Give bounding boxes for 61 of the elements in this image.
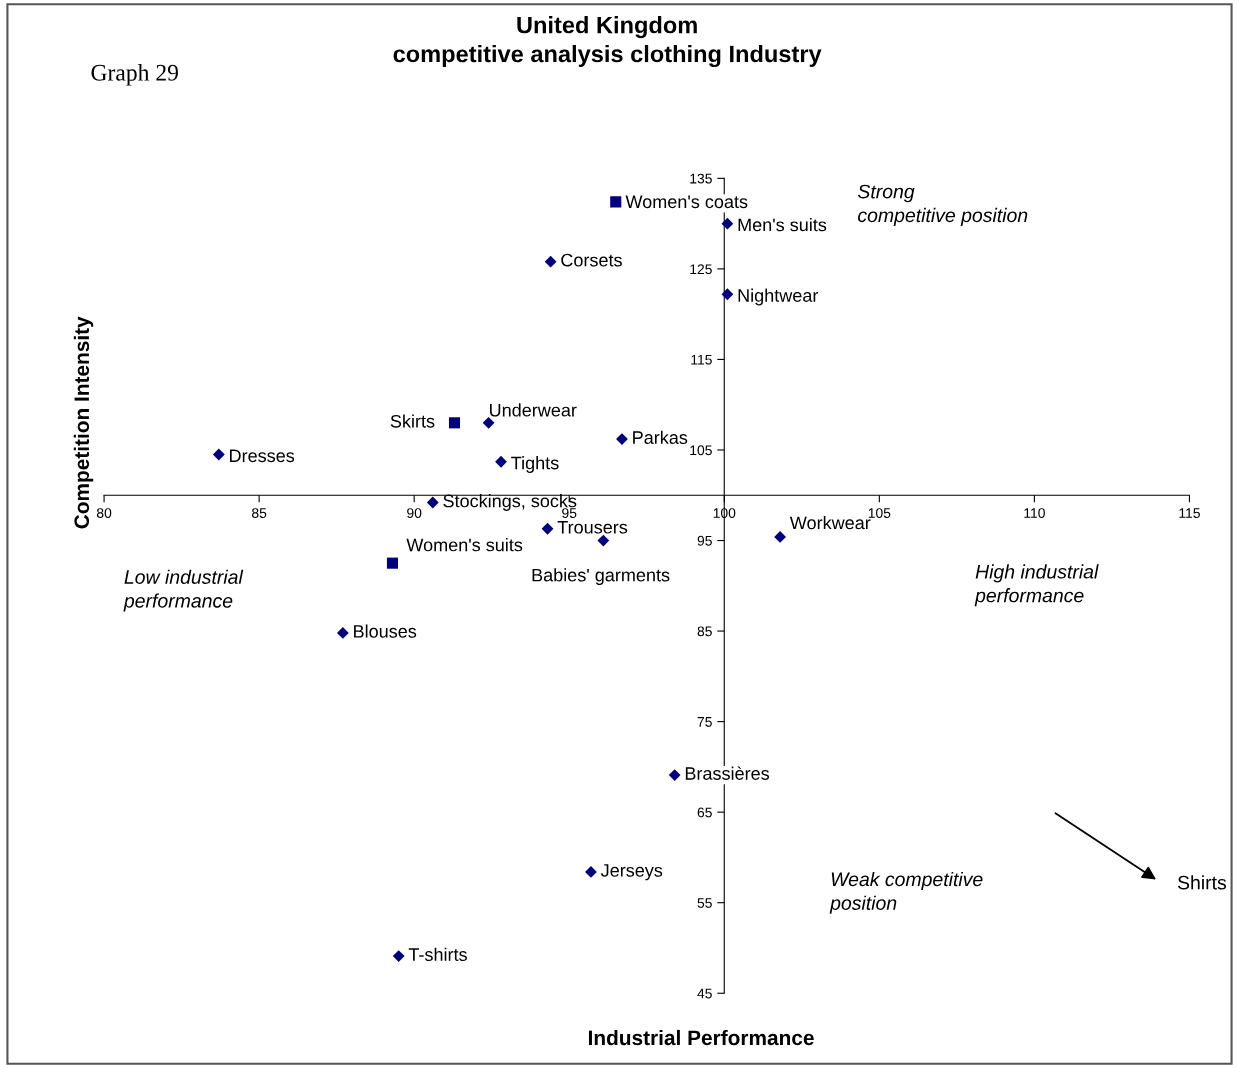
chart-title: United Kingdom competitive analysis clothing Industry: [393, 16, 822, 68]
annotation: Blouses: [354, 624, 417, 638]
annotation: Men's suits: [738, 217, 827, 232]
point: [448, 417, 461, 429]
annotation: High industrial performance: [974, 564, 1099, 607]
point: [336, 626, 349, 639]
y-tick-label: 115: [691, 354, 712, 365]
annotation: Strong competitive position: [857, 184, 1028, 226]
annotation: T-shirts: [408, 947, 467, 961]
point: [495, 455, 507, 468]
x-tick-label: 110: [1024, 508, 1045, 518]
annotation: Brassières: [685, 766, 770, 780]
annotation: Shirts: [1177, 875, 1227, 890]
point: [721, 217, 734, 230]
point: [544, 255, 557, 268]
annotation: Trousers: [557, 521, 628, 534]
x-tick-label: 80: [96, 508, 112, 518]
point: [392, 950, 405, 963]
point: [212, 448, 225, 461]
point: [616, 433, 628, 446]
point: [541, 522, 554, 535]
annotation: Tights: [511, 456, 559, 473]
y-tick-label: 125: [690, 264, 712, 275]
x-tick-label: 85: [252, 508, 267, 518]
y-tick-label: 135: [690, 173, 712, 184]
annotation: Skirts: [390, 414, 435, 428]
annotation: Babies' garments: [532, 568, 670, 586]
point: [721, 288, 734, 301]
x-tick-label: 95: [562, 508, 577, 518]
annotation: Jerseys: [600, 864, 663, 881]
annotation: Corsets: [561, 253, 622, 267]
x-tick-label: 90: [407, 508, 422, 518]
annotation: Underwear: [490, 403, 577, 417]
y-tick-label: 75: [697, 717, 712, 727]
x-axis-title: Industrial Performance: [588, 1029, 814, 1046]
annotation: Workwear: [789, 515, 871, 530]
annotation: Low industrial performance: [123, 569, 244, 612]
point: [668, 769, 681, 781]
point: [426, 496, 439, 509]
annotation: Parkas: [633, 430, 688, 444]
point: [774, 531, 786, 543]
x-tick-label: 115: [1179, 508, 1200, 518]
point: [597, 534, 610, 547]
point: [610, 196, 622, 208]
annotation: Weak competitive position: [829, 871, 983, 914]
annotation: Dresses: [230, 449, 295, 463]
y-tick-label: 85: [697, 626, 712, 637]
point: [386, 557, 399, 569]
annotation: Nightwear: [738, 288, 819, 306]
annotation: Women's suits: [406, 538, 523, 552]
caption: Graph 29: [91, 64, 178, 86]
point: [482, 416, 495, 429]
x-tick-label: 105: [868, 508, 891, 518]
y-tick-label: 105: [690, 445, 712, 456]
annotation: Women's coats: [625, 195, 748, 209]
y-tick-label: 55: [697, 898, 712, 908]
y-tick-label: 65: [697, 807, 712, 818]
y-tick-label: 95: [697, 535, 712, 546]
y-tick-label: 45: [697, 988, 712, 999]
point: [585, 866, 597, 878]
y-axis-title: Competition Intensity: [73, 316, 94, 529]
